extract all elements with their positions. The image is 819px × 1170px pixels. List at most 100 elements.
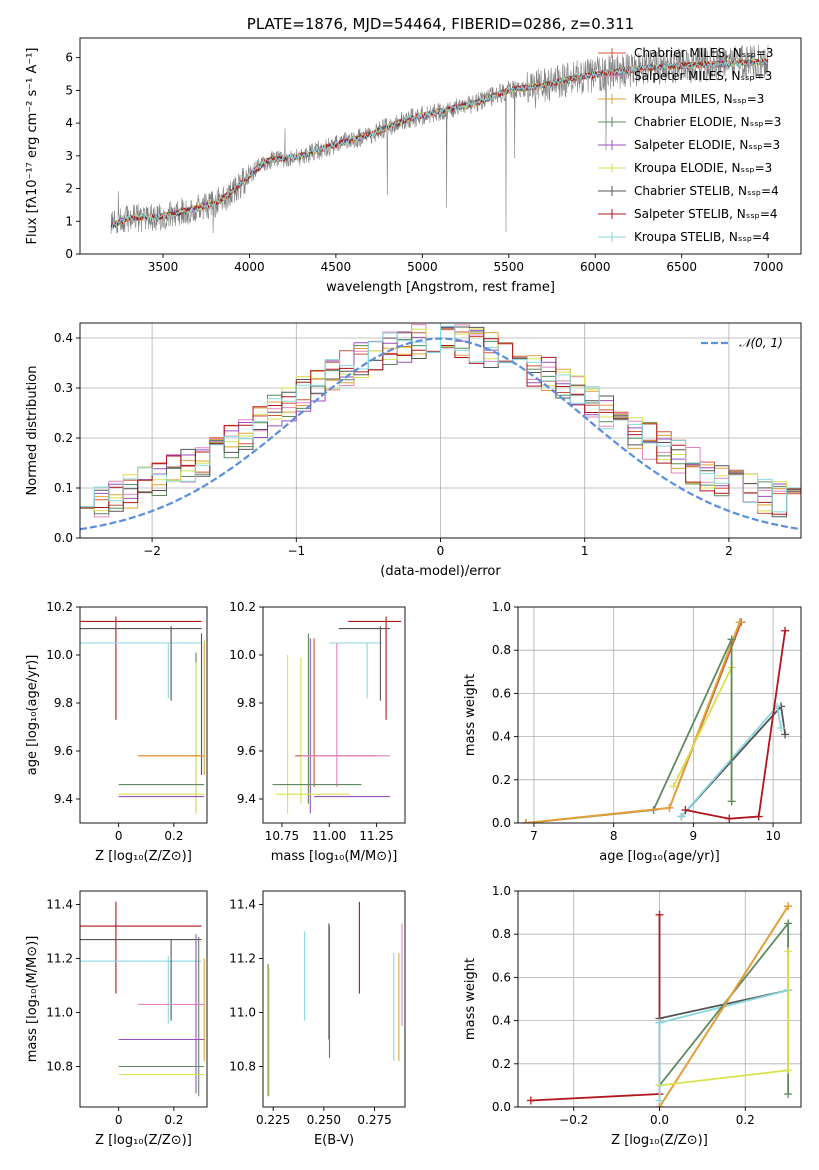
point-marker-kroupa_miles <box>521 819 530 823</box>
weight-vs-metallicity-panel: −0.2 0.0 0.2 0.0 0.2 0.4 0.6 0.8 1.0 Z [log₁₀(Z/Z… <box>463 884 802 1148</box>
point-marker-chabrier_elodie <box>727 797 736 806</box>
weight-line-chabrier_stelib <box>680 704 786 818</box>
x-tick-label: 0.0 <box>650 1113 669 1127</box>
point-marker-kroupa_elodie <box>669 782 678 791</box>
weight-vs-age-panel: 7 8 9 10 0.0 0.2 0.4 0.6 0.8 1.0 age [log₁₀(age/yr… <box>463 600 802 864</box>
y-tick-label: 0.3 <box>54 381 73 395</box>
point-marker-kroupa_stelib <box>777 723 786 732</box>
axes-frame <box>517 606 802 824</box>
x-tick-label: 4000 <box>234 260 265 274</box>
x-tick-label: 5000 <box>407 260 438 274</box>
x-tick-label: 0.2 <box>164 829 183 843</box>
point-marker-kroupa_elodie <box>784 1066 793 1075</box>
y-tick-label: 0.4 <box>54 331 73 345</box>
y-tick-label: 6 <box>65 51 73 65</box>
x-axis-label: Z [log₁₀(Z/Z⊙)] <box>95 849 192 864</box>
point-marker-chabrier_elodie <box>784 1090 793 1099</box>
legend-entry: Salpeter STELIB, Nₛₛₚ=4 <box>634 207 778 221</box>
y-tick-label: 0.2 <box>492 1057 511 1071</box>
y-tick-label: 0.8 <box>492 643 511 657</box>
y-tick-label: 1.0 <box>492 600 511 614</box>
y-tick-label: 0.1 <box>54 481 73 495</box>
x-tick-label: 10 <box>765 829 780 843</box>
y-tick-label: 11.2 <box>229 952 256 966</box>
weight-line-salpeter_stelib <box>530 914 661 1102</box>
y-tick-label: 0.4 <box>492 1014 511 1028</box>
x-tick-label: 6000 <box>580 260 611 274</box>
y-tick-label: 9.6 <box>54 744 73 758</box>
x-tick-label: −0.2 <box>559 1113 588 1127</box>
axes-frame <box>517 890 802 1108</box>
weight-line-chabrier_miles <box>525 621 743 823</box>
chart-title: PLATE=1876, MJD=54464, FIBERID=0286, z=0… <box>247 15 634 33</box>
axes-frame <box>262 606 406 824</box>
point-marker-kroupa_miles <box>665 803 674 812</box>
x-tick-label: −1 <box>287 544 305 558</box>
x-tick-label: 11.00 <box>312 829 346 843</box>
axes: 3500 4000 4500 5000 5500 6000 6500 7000 0 1 2 3 4 5 6 w… <box>25 15 802 295</box>
point-marker-chabrier_elodie <box>727 635 736 644</box>
y-tick-label: 0.8 <box>492 927 511 941</box>
axes-frame <box>79 322 802 539</box>
grid-lines <box>80 323 801 539</box>
mass-vs-extinction-panel: 0.225 0.250 0.275 10.8 11.0 11.2 11.4 E(B-V) <box>229 890 406 1148</box>
y-axis-label: age [log₁₀(age/yr)] <box>25 655 40 776</box>
y-tick-label: 10.0 <box>229 648 256 662</box>
point-marker-chabrier_elodie <box>784 919 793 928</box>
y-tick-label: 1.0 <box>492 884 511 898</box>
point-marker-salpeter_stelib <box>526 1096 535 1105</box>
point-marker-kroupa_miles <box>735 618 744 627</box>
weight-line-kroupa_miles <box>658 905 789 1107</box>
plot-area <box>267 901 403 1097</box>
mass-vs-metallicity-panel: 0 0.2 10.8 11.0 11.2 11.4 Z [log₁₀(Z/Z⊙)] mass … <box>25 890 208 1148</box>
y-tick-label: 11.0 <box>229 1006 256 1020</box>
y-tick-label: 0.0 <box>54 531 73 545</box>
x-tick-label: 0 <box>115 829 123 843</box>
x-tick-label: 0 <box>115 1113 123 1127</box>
axes: −2 −1 0 1 2 0.0 0.1 0.2 0.3 0.4 (data-model)/error… <box>25 322 802 579</box>
point-marker-chabrier_stelib <box>781 730 790 739</box>
y-tick-label: 11.2 <box>46 952 73 966</box>
y-tick-label: 11.4 <box>229 898 256 912</box>
y-axis-label: Normed distribution <box>25 366 40 496</box>
weight-line-kroupa_elodie <box>672 667 733 802</box>
x-tick-label: 6500 <box>666 260 697 274</box>
axes-frame <box>79 606 208 824</box>
y-axis-label: Flux [fλ10⁻¹⁷ erg cm⁻² s⁻¹ A⁻¹] <box>25 48 40 245</box>
legend-entry: Kroupa MILES, Nₛₛₚ=3 <box>634 92 764 106</box>
legend: 𝒩(0, 1) <box>701 336 783 350</box>
x-axis-label: mass [log₁₀(M/M⊙)] <box>271 849 398 864</box>
y-tick-label: 5 <box>65 83 73 97</box>
point-marker-kroupa_miles <box>784 902 793 911</box>
y-tick-label: 0.6 <box>492 970 511 984</box>
x-axis-label: wavelength [Angstrom, rest frame] <box>326 280 555 295</box>
x-tick-label: 3500 <box>148 260 179 274</box>
plot-area <box>80 616 205 814</box>
legend-entry: Chabrier STELIB, Nₛₛₚ=4 <box>634 184 779 198</box>
point-marker-kroupa_stelib <box>655 1096 664 1105</box>
axes: 0 0.2 10.8 11.0 11.2 11.4 Z [log₁₀(Z/Z⊙)] mass … <box>25 890 208 1148</box>
x-axis-label: age [log₁₀(age/yr)] <box>599 849 720 864</box>
y-tick-label: 3 <box>65 149 73 163</box>
x-tick-label: 4500 <box>321 260 352 274</box>
y-tick-label: 2 <box>65 182 73 196</box>
x-tick-label: 2 <box>725 544 733 558</box>
y-tick-label: 0.2 <box>492 773 511 787</box>
grid-lines <box>518 606 801 824</box>
weight-line-salpeter_stelib <box>685 630 786 820</box>
x-tick-label: 11.25 <box>359 829 393 843</box>
y-tick-label: 9.6 <box>237 744 256 758</box>
x-tick-label: 0.275 <box>357 1113 391 1127</box>
y-tick-label: 0.0 <box>492 1100 511 1114</box>
y-tick-label: 1 <box>65 214 73 228</box>
y-tick-label: 0 <box>65 247 73 261</box>
x-axis-label: (data-model)/error <box>380 564 501 579</box>
point-marker-salpeter_stelib <box>754 812 763 821</box>
point-marker-kroupa_elodie <box>784 947 793 956</box>
x-axis-label: Z [log₁₀(Z/Z⊙)] <box>611 1133 708 1148</box>
axes: 0 0.2 9.4 9.6 9.8 10.0 10.2 Z [log₁₀(Z/Z⊙)] age … <box>25 600 208 864</box>
point-marker-salpeter_stelib <box>781 626 790 635</box>
normal-reference-curve <box>80 337 801 531</box>
point-marker-salpeter_stelib <box>681 806 690 815</box>
